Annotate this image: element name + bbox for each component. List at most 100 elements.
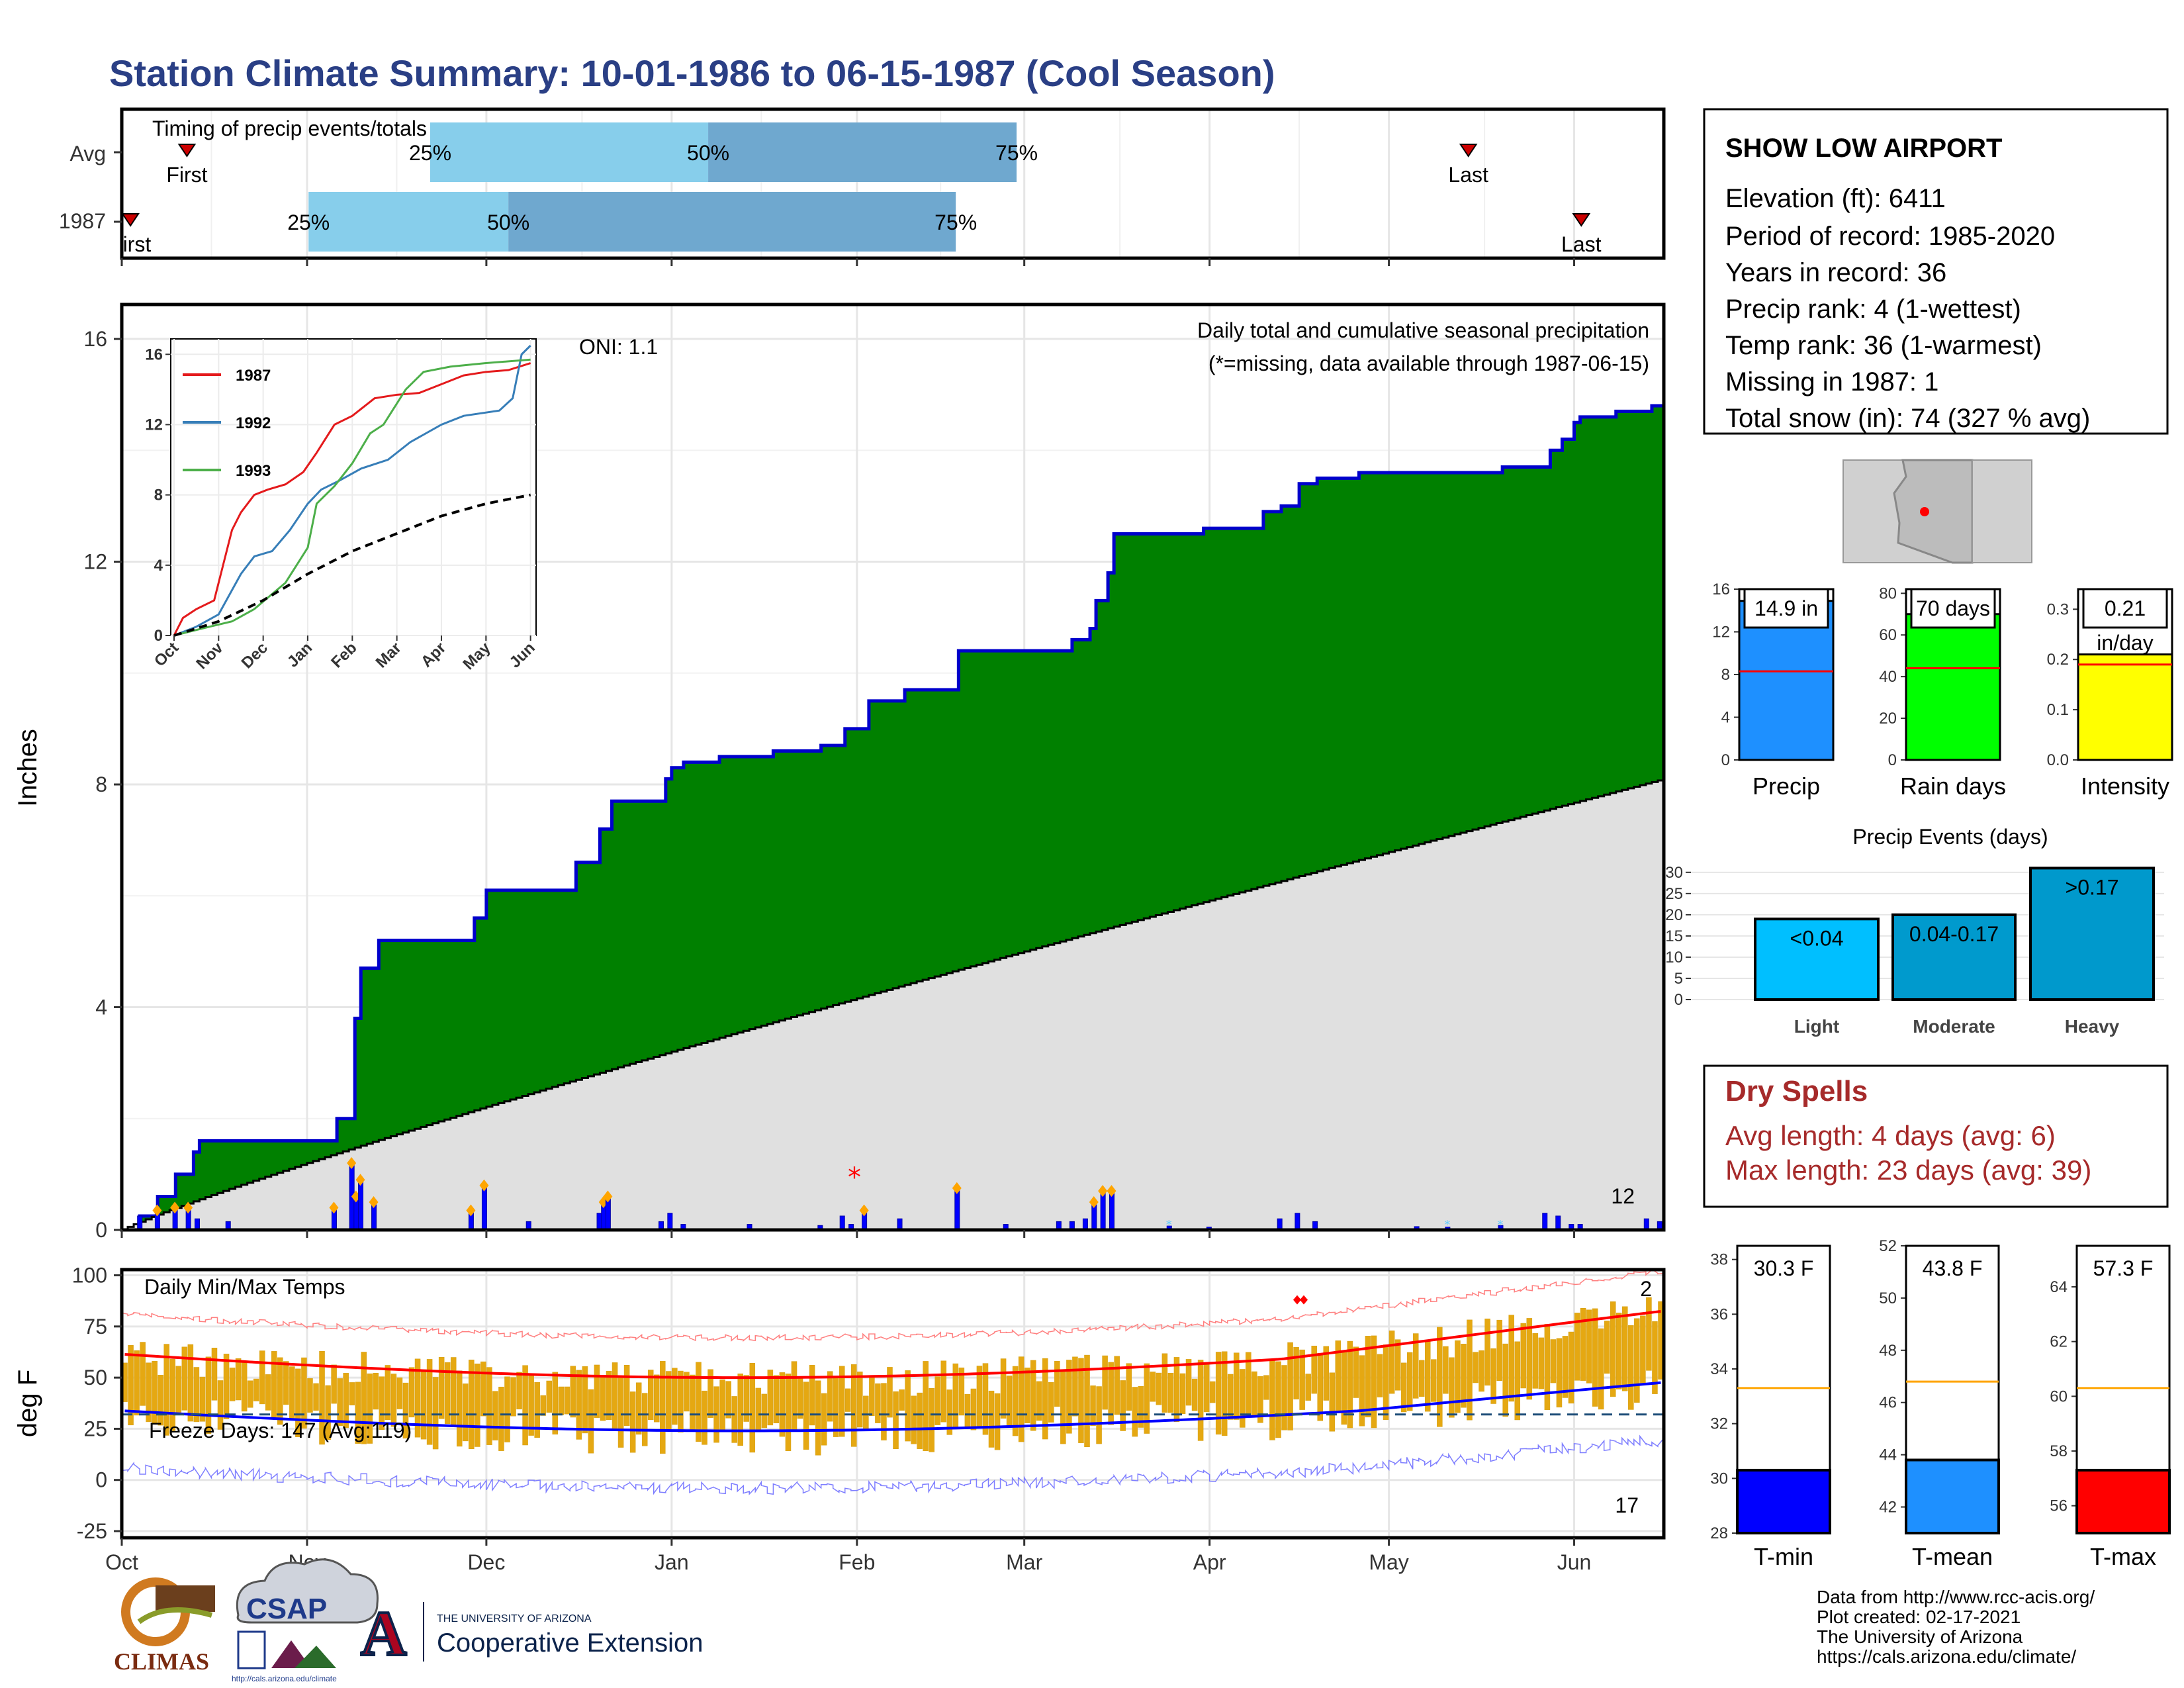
snow-marker [152,1204,162,1217]
missing-marker: * [848,1162,861,1193]
daily-temp-bar [1622,1306,1628,1391]
daily-temp-bar [373,1373,379,1410]
snow-marker [369,1196,379,1208]
daily-temp-bar [660,1361,666,1454]
temp-summary-y-tick-label: 34 [1710,1360,1728,1378]
events-y-tick-label: 10 [1665,949,1683,966]
temp-summary-y-tick-label: 46 [1879,1394,1897,1412]
dry-spells-box: Dry Spells Avg length: 4 days (avg: 6) M… [1703,1064,2169,1208]
daily-temp-bar [1251,1371,1257,1415]
daily-temp-bar [923,1361,929,1452]
daily-temp-bar [1221,1351,1228,1436]
temp-summary-category-label: T-mean [1912,1543,1993,1570]
record-high-envelope [121,1268,1664,1342]
daily-temp-bar [146,1362,152,1423]
daily-temp-bar [510,1377,516,1417]
info-line: Total snow (in): 74 (327 % avg) [1725,404,2090,433]
temp-summary-y-tick-label: 52 [1879,1237,1897,1255]
events-y-tick-label: 5 [1674,970,1683,988]
inset-series-line-1993 [173,358,531,637]
temp-summary-y-tick-label: 36 [1710,1305,1728,1323]
inset-y-tick-label: 12 [145,416,163,434]
precip-y-axis-label: Inches [13,729,42,807]
daily-temp-bar [1394,1339,1401,1391]
snow-marker [347,1157,357,1170]
daily-temp-bar [1418,1360,1425,1397]
temp-summary-bar [1905,1458,2000,1535]
daily-temp-bar [528,1375,534,1436]
temp-y-tick-label: 100 [72,1264,107,1288]
daily-temp-bar [271,1351,277,1419]
daily-temp-bar [929,1388,934,1452]
daily-temp-bar [426,1359,433,1445]
daily-temp-bar [1197,1360,1204,1441]
daily-temp-bar [1203,1363,1210,1413]
temp-summary-bar [2075,1468,2171,1535]
daily-temp-bar [1138,1385,1144,1428]
daily-temp-bar [1598,1328,1604,1410]
timing-p50-label: 50% [487,211,529,234]
daily-temp-bar [379,1376,385,1430]
temperature-summary-bars: 28 30 32 34 36 38 30.3 F T-min 42 44 46 48 50 52 43.8 … [1710,1237,2171,1570]
daily-temp-bar [1012,1366,1019,1436]
daily-temp-bar [1461,1344,1467,1408]
daily-temp-bar [438,1356,445,1419]
mini-bar-y-tick-label: 16 [1712,581,1730,598]
mini-bar-y-tick-label: 20 [1879,710,1897,727]
mini-bar-unit-label: in/day [2097,631,2153,655]
daily-temp-bar [1652,1321,1658,1394]
temp-summary-category-label: T-max [2090,1543,2156,1570]
credit-line: The University of Arizona [1817,1626,2023,1647]
daily-temp-bar [851,1364,857,1447]
daily-temp-bar [1299,1349,1305,1410]
daily-temp-bar [1616,1313,1622,1389]
daily-temp-bar [749,1363,756,1453]
events-category-label: Heavy [2065,1016,2120,1037]
mini-bar-value-label: 70 days [1916,596,1990,620]
daily-temp-bar [295,1368,301,1438]
daily-temp-bar [1592,1308,1598,1407]
daily-temp-bar [946,1389,953,1435]
month-tick-label: Jan [655,1550,689,1574]
daily-temp-bar [475,1363,480,1447]
temp-summary-y-tick-label: 58 [2050,1442,2068,1460]
trace-marker: * [1497,1218,1503,1232]
daily-temp-bar [1562,1336,1569,1398]
daily-temp-bar [773,1375,780,1423]
daily-temp-bar [492,1391,498,1440]
temp-summary-y-tick-label: 32 [1710,1415,1728,1433]
daily-temp-bar [1042,1358,1048,1440]
daily-temp-bar [1365,1336,1371,1418]
daily-temp-bar [1305,1374,1311,1401]
daily-temp-bar [606,1371,612,1421]
month-tick-label: Jun [1557,1550,1592,1574]
daily-temp-bar [1329,1372,1336,1432]
daily-temp-bar [731,1396,737,1443]
inset-legend-label: 1993 [236,462,271,480]
daily-temp-bar [761,1393,768,1429]
precip-panel: * * * 0 4 8 12 16 Inches ONI: 1.1 Daily total … [13,303,1666,1242]
daily-temp-bar [504,1376,510,1442]
daily-temp-bar [498,1386,504,1451]
daily-temp-bar [1544,1324,1551,1411]
inset-y-tick-label: 0 [154,627,163,645]
daily-temp-bar [152,1360,158,1425]
daily-temp-bar [463,1383,469,1442]
temp-bottom-count: 17 [1615,1493,1639,1517]
daily-temp-bar [690,1374,696,1430]
mini-bar-value-label: 14.9 in [1754,596,1818,620]
daily-temp-bar [1317,1353,1323,1421]
daily-temp-bar [1179,1373,1186,1415]
daily-precip-bar [481,1185,487,1231]
daily-precip-bar [954,1188,960,1231]
daily-temp-bar [570,1366,576,1418]
daily-temp-bar [1467,1319,1473,1421]
inset-legend-label: 1992 [236,414,271,432]
daily-temp-bar [1090,1385,1096,1427]
daily-temp-bar [1508,1315,1514,1402]
locator-map [1843,459,2032,564]
mini-bar-value [1905,613,2001,761]
climas-logo-text: CLIMAS [114,1648,209,1675]
daily-temp-bar [797,1378,803,1419]
mini-bar-y-tick-label: 12 [1712,624,1730,641]
